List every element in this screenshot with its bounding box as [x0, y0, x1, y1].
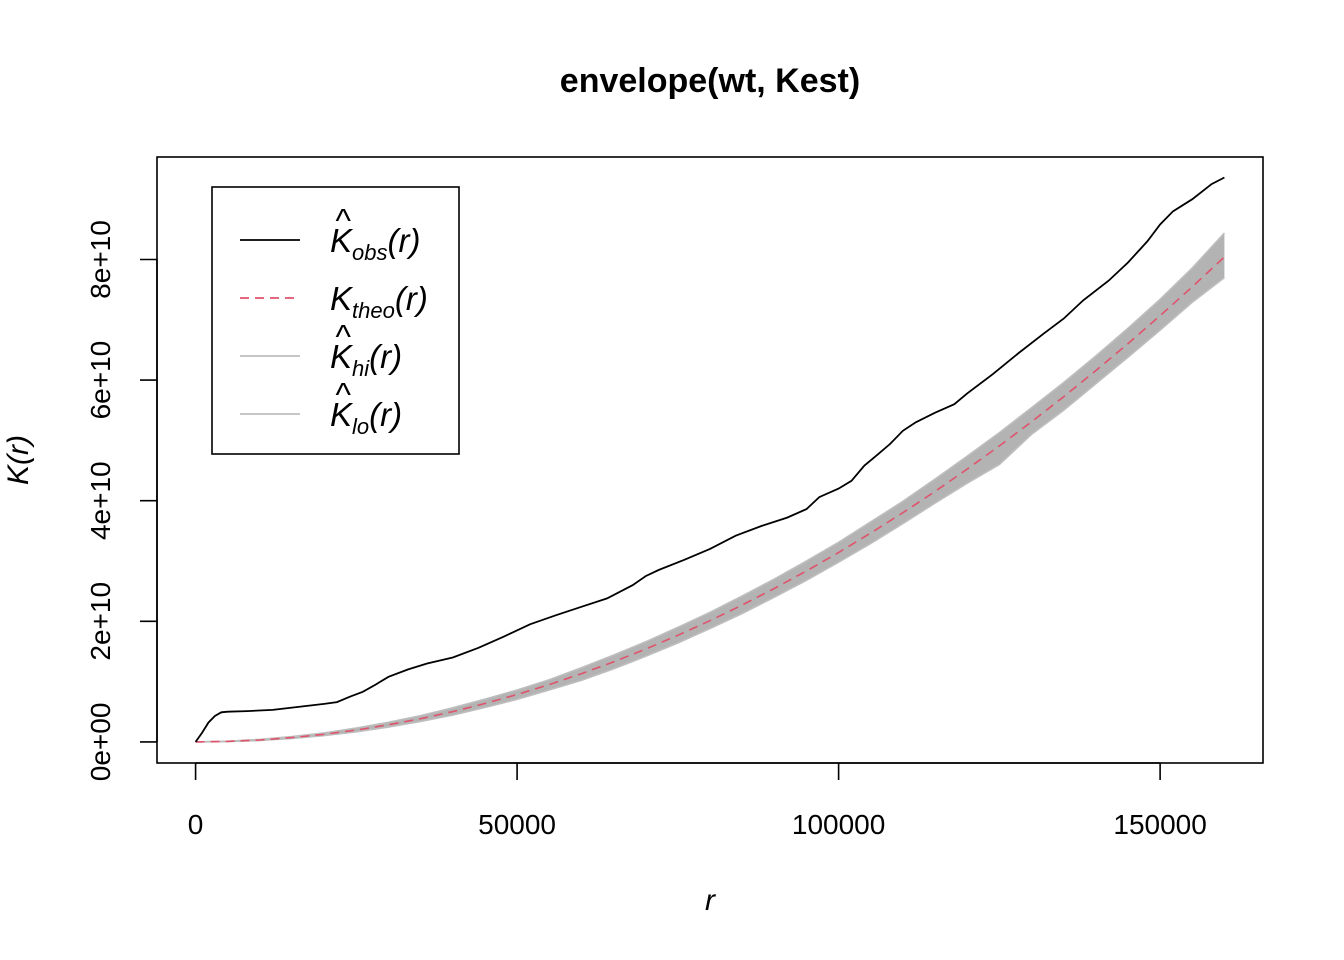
series-line-theo: [195, 256, 1225, 743]
legend-hat: ^: [335, 376, 351, 413]
series-line-lo: [195, 276, 1225, 743]
legend-entry-hi: Khi(r)^: [240, 318, 402, 381]
legend-box: [211, 186, 460, 455]
y-tick-label: 8e+10: [85, 220, 116, 299]
x-axis-label: r: [705, 884, 716, 917]
series-line-hi: [195, 232, 1225, 743]
y-tick-label: 4e+10: [85, 461, 116, 540]
legend-hat: ^: [335, 202, 351, 239]
y-axis-label: K(r): [2, 435, 35, 485]
legend-label: Khi(r): [330, 338, 402, 381]
x-tick-label: 150000: [1113, 809, 1206, 840]
legend-entry-theo: Ktheo(r): [240, 280, 428, 323]
legend: Kobs(r)^Ktheo(r)Khi(r)^Klo(r)^: [211, 186, 460, 455]
legend-hat: ^: [335, 318, 351, 355]
legend-entry-obs: Kobs(r)^: [240, 202, 420, 265]
x-tick-label: 0: [188, 809, 204, 840]
series-line-obs: [194, 176, 1225, 743]
legend-label: Klo(r): [330, 396, 402, 439]
legend-label: Kobs(r): [330, 222, 420, 265]
legend-entry-lo: Klo(r)^: [240, 376, 402, 439]
x-tick-label: 50000: [478, 809, 556, 840]
y-axis: 0e+00 2e+10 4e+10 6e+10 8e+10: [85, 220, 158, 782]
y-tick-label: 0e+00: [85, 703, 116, 782]
legend-label: Ktheo(r): [330, 280, 428, 323]
x-axis: 0 50000 100000 150000: [188, 762, 1207, 840]
y-tick-label: 6e+10: [85, 341, 116, 420]
x-tick-label: 100000: [792, 809, 885, 840]
series-lines-layer: [194, 176, 1225, 743]
chart-title: envelope(wt, Kest): [560, 62, 860, 100]
y-tick-label: 2e+10: [85, 582, 116, 661]
